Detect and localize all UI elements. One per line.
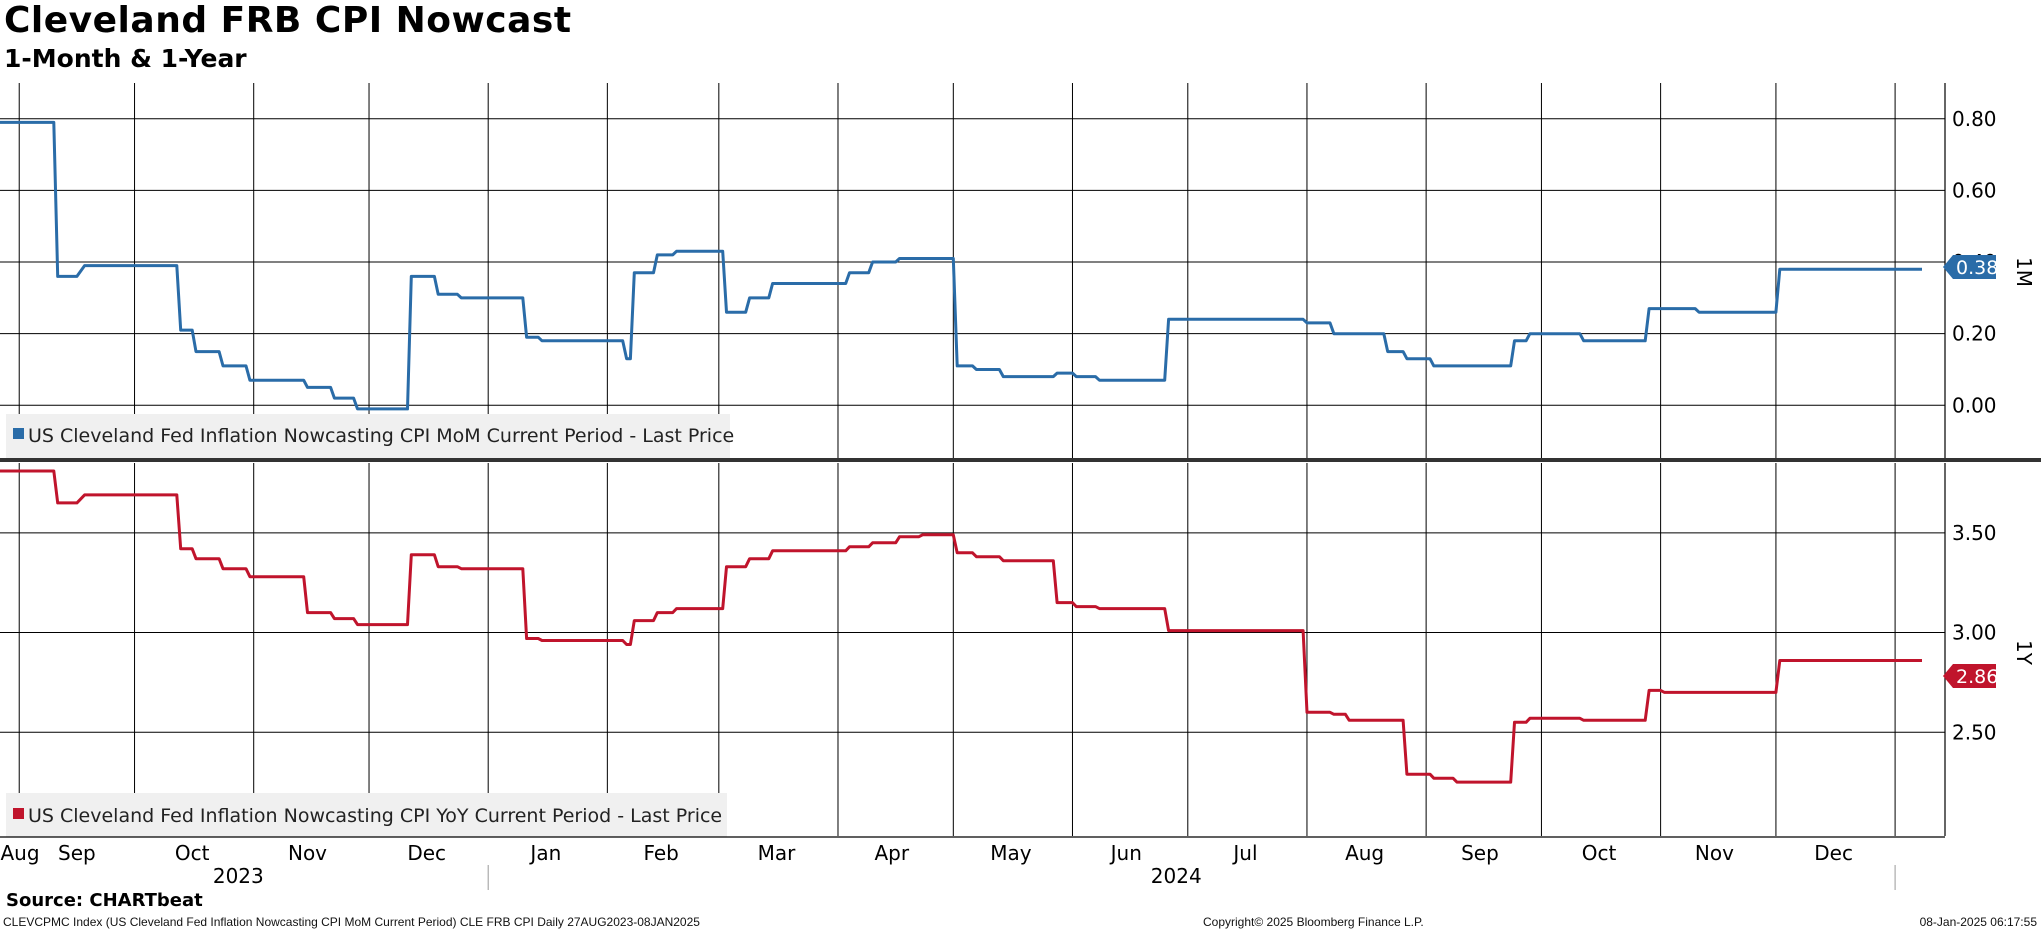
bottom-series-line xyxy=(0,469,1922,784)
x-month-label: Oct xyxy=(1582,841,1617,865)
bottom-ytick-label: 3.50 xyxy=(1952,521,1997,545)
x-month-label: Dec xyxy=(407,841,446,865)
top-ytick-label: 0.00 xyxy=(1952,393,1997,417)
bottom-legend: US Cleveland Fed Inflation Nowcasting CP… xyxy=(6,793,727,837)
x-month-label: Jun xyxy=(1109,841,1142,865)
top-legend-swatch xyxy=(13,428,24,439)
bottom-legend-swatch xyxy=(13,808,24,819)
bottom-ytick-label: 2.50 xyxy=(1952,720,1997,744)
x-year-label: 2023 xyxy=(213,864,264,888)
x-month-label: Nov xyxy=(1695,841,1734,865)
bottom-panel-series xyxy=(0,469,1922,784)
x-month-label: Oct xyxy=(175,841,210,865)
x-year-label: 2024 xyxy=(1151,864,1202,888)
x-axis: Aug Sep Oct Nov Dec Jan Feb Mar Apr May Jun Jul Aug S… xyxy=(0,836,1945,890)
x-month-label: Sep xyxy=(58,841,96,865)
top-legend-label: US Cleveland Fed Inflation Nowcasting CP… xyxy=(28,425,734,447)
x-month-label: Feb xyxy=(643,841,678,865)
x-month-label: Aug xyxy=(1345,841,1384,865)
x-month-label: Mar xyxy=(758,841,797,865)
source-note: Source: CHARTbeat xyxy=(6,890,203,911)
bottom-last-value-tag: 2.86 xyxy=(1943,664,1998,688)
top-last-value-tag: 0.38 xyxy=(1943,255,1998,279)
x-month-label: Apr xyxy=(875,841,910,865)
bottom-panel-grid: 3.50 3.00 2.50 xyxy=(0,463,1997,836)
bottom-legend-label: US Cleveland Fed Inflation Nowcasting CP… xyxy=(28,805,722,827)
footer-timestamp: 08-Jan-2025 06:17:55 xyxy=(1919,915,2037,929)
top-legend: US Cleveland Fed Inflation Nowcasting CP… xyxy=(6,414,734,458)
chart-subtitle: 1-Month & 1-Year xyxy=(4,44,247,73)
top-ytick-label: 0.60 xyxy=(1952,178,1997,202)
top-ytick-label: 0.20 xyxy=(1952,322,1997,346)
top-series-line xyxy=(0,120,1922,411)
x-month-label: Sep xyxy=(1461,841,1499,865)
top-panel-label: 1M xyxy=(2012,257,2036,287)
x-month-label: Aug xyxy=(0,841,39,865)
footer-description: CLEVCPMC Index (US Cleveland Fed Inflati… xyxy=(3,915,700,929)
footer-copyright: Copyright© 2025 Bloomberg Finance L.P. xyxy=(1203,915,1424,929)
bottom-ytick-label: 3.00 xyxy=(1952,621,1997,645)
x-month-label: Jan xyxy=(528,841,561,865)
top-panel-grid: 0.800.600.400.200.00 xyxy=(0,83,1997,459)
x-month-label: May xyxy=(990,841,1032,865)
bottom-last-value-text: 2.86 xyxy=(1956,666,1998,688)
x-month-label: Jul xyxy=(1231,841,1257,865)
chart-title: Cleveland FRB CPI Nowcast xyxy=(4,0,572,41)
top-ytick-label: 0.80 xyxy=(1952,107,1997,131)
top-panel-series xyxy=(0,120,1922,411)
bottom-panel-label: 1Y xyxy=(2012,640,2036,666)
top-last-value-text: 0.38 xyxy=(1956,257,1998,279)
x-month-label: Dec xyxy=(1814,841,1853,865)
x-month-label: Nov xyxy=(288,841,327,865)
